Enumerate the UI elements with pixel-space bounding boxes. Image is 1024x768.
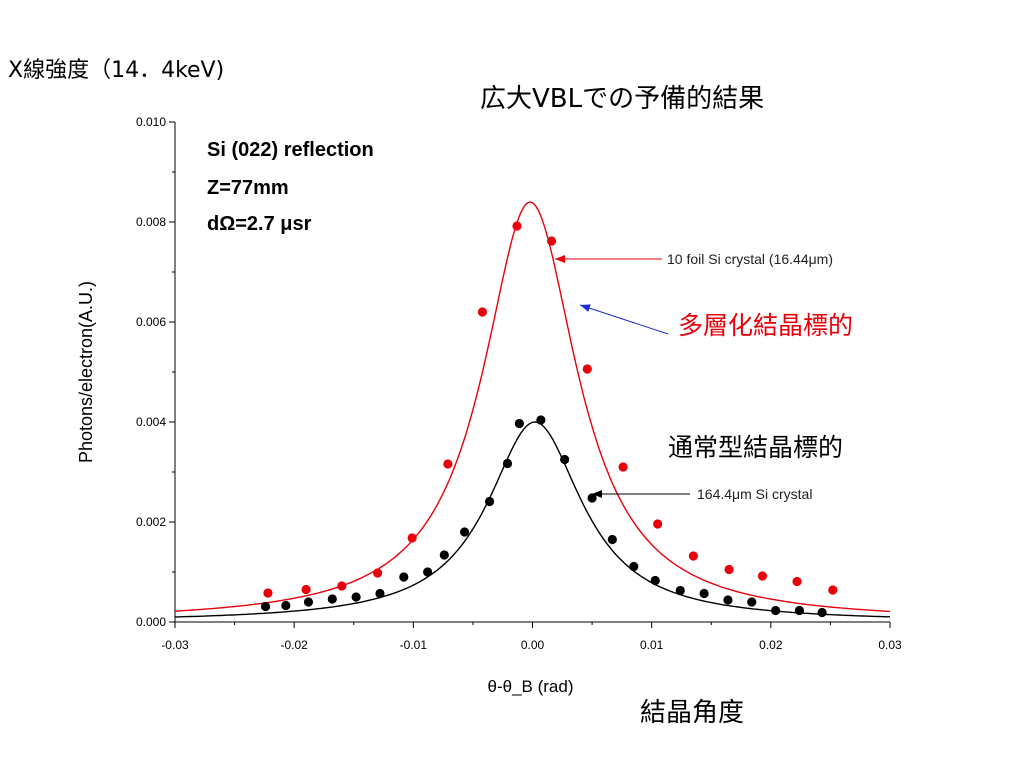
data-point xyxy=(281,600,291,611)
data-point xyxy=(477,307,488,317)
data-point xyxy=(757,571,768,581)
data-point xyxy=(618,462,628,472)
y-tick-label: 0.006 xyxy=(136,315,166,329)
data-point xyxy=(699,588,709,599)
data-point xyxy=(629,561,639,572)
black-annotation-arrow-head xyxy=(592,490,602,498)
data-point xyxy=(301,584,311,595)
blue-annotation-arrow-head xyxy=(580,304,591,312)
data-point xyxy=(724,564,734,575)
data-point xyxy=(546,236,557,246)
data-point xyxy=(443,459,453,469)
x-tick-label: -0.01 xyxy=(400,638,428,652)
y-tick-label: 0.002 xyxy=(136,515,166,529)
axes: -0.03 -0.02 -0.01 0.00 0.01 0.02 0.03 0.000 0.00… xyxy=(76,115,902,696)
data-point xyxy=(828,585,838,595)
fit-curve xyxy=(174,201,891,613)
data-point xyxy=(260,601,271,612)
y-tick-label: 0.000 xyxy=(136,615,166,629)
y-tick-label: 0.004 xyxy=(136,415,166,429)
page-title-center: 広大VBLでの予備的結果 xyxy=(480,84,765,114)
x-tick-label: 0.02 xyxy=(759,638,783,652)
label-crystal-angle: 結晶角度 xyxy=(640,698,745,728)
inset-text-line: dΩ=2.7 μsr xyxy=(207,213,312,235)
data-point xyxy=(514,418,524,429)
x-tick-label: -0.03 xyxy=(161,638,189,652)
data-point xyxy=(817,607,827,618)
x-tick-label: 0.01 xyxy=(640,638,664,652)
data-point xyxy=(303,597,314,607)
data-point xyxy=(794,605,805,616)
data-point xyxy=(675,585,685,596)
data-point xyxy=(582,364,592,374)
inset-text-line: Z=77mm xyxy=(207,177,289,199)
x-axis-title: θ-θ_B (rad) xyxy=(488,677,574,696)
y-tick-label: 0.008 xyxy=(136,215,166,229)
data-point xyxy=(607,534,617,545)
x-tick-label: 0.03 xyxy=(878,638,902,652)
fit-curve xyxy=(174,421,890,618)
data-point xyxy=(792,576,802,587)
fit-curves xyxy=(174,201,891,618)
data-points xyxy=(260,221,838,618)
data-point xyxy=(439,550,449,560)
data-point xyxy=(375,588,385,599)
data-point xyxy=(512,221,522,231)
data-point xyxy=(723,595,733,605)
data-point xyxy=(327,594,337,604)
data-point xyxy=(747,597,757,607)
label-multilayer-target: 多層化結晶標的 xyxy=(678,311,854,340)
data-point xyxy=(560,454,570,465)
data-point xyxy=(372,568,383,578)
data-point xyxy=(502,458,513,469)
blue-annotation-arrow xyxy=(579,304,669,335)
data-point xyxy=(263,588,273,598)
annotation-red: 10 foil Si crystal (16.44μm) xyxy=(667,251,833,267)
data-point xyxy=(771,605,781,616)
data-point xyxy=(351,592,361,602)
data-point xyxy=(587,493,597,503)
label-normal-target: 通常型結晶標的 xyxy=(668,433,844,462)
data-point xyxy=(536,415,546,425)
inset-text-line: Si (022) reflection xyxy=(207,139,374,161)
data-point xyxy=(485,496,495,507)
y-axis-title: Photons/electron(A.U.) xyxy=(76,281,96,463)
red-annotation-arrow-head xyxy=(555,255,565,263)
data-point xyxy=(653,519,663,529)
data-point xyxy=(650,575,660,586)
page-title-left: X線強度（14．4keV) xyxy=(8,58,225,83)
data-point xyxy=(459,527,470,537)
data-point xyxy=(399,572,409,582)
data-point xyxy=(688,551,698,561)
annotations: Si (022) reflection Z=77mm dΩ=2.7 μsr 10 fo… xyxy=(207,139,833,502)
data-point xyxy=(407,533,417,543)
x-tick-label: -0.02 xyxy=(280,638,308,652)
annotation-black: 164.4μm Si crystal xyxy=(697,486,812,502)
data-point xyxy=(423,567,433,577)
y-tick-label: 0.010 xyxy=(136,115,166,129)
x-tick-label: 0.00 xyxy=(521,638,545,652)
data-point xyxy=(337,581,347,591)
